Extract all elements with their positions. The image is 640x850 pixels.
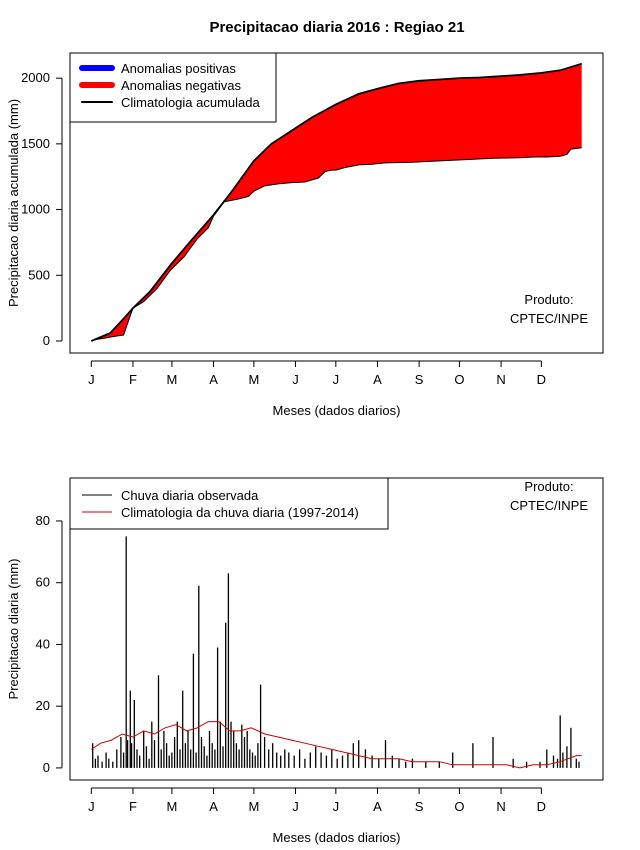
x-tick-label: F	[129, 799, 137, 814]
y-tick-label: 80	[36, 513, 50, 528]
x-tick-label: J	[292, 799, 299, 814]
x-tick-label: J	[88, 372, 95, 387]
y-tick-label: 1000	[21, 202, 50, 217]
x-tick-label: A	[373, 799, 382, 814]
x-tick-label: O	[454, 372, 464, 387]
x-tick-label: F	[129, 372, 137, 387]
legend-entry: Anomalias negativas	[121, 78, 241, 93]
legend-entry: Climatologia acumulada	[121, 95, 261, 110]
y-tick-label: 40	[36, 636, 50, 651]
legend-entry: Chuva diaria observada	[121, 488, 259, 503]
y-tick-label: 2000	[21, 70, 50, 85]
legend: Chuva diaria observada Climatologia da ch…	[69, 477, 389, 530]
x-tick-label: N	[496, 372, 505, 387]
x-tick-label: M	[167, 372, 178, 387]
x-tick-label: J	[292, 372, 299, 387]
x-tick-label: S	[415, 799, 424, 814]
x-tick-label: D	[537, 372, 546, 387]
negative-anomaly-area	[91, 63, 582, 341]
legend-box	[69, 477, 389, 530]
y-tick-label: 500	[28, 267, 50, 282]
annotation-line: CPTEC/INPE	[510, 498, 588, 513]
x-axis-label: Meses (dados diarios)	[273, 830, 401, 845]
annotation-line: Produto:	[524, 292, 573, 307]
legend: Anomalias positivas Anomalias negativas Cl…	[69, 52, 277, 123]
legend-entry: Anomalias positivas	[121, 61, 236, 76]
y-tick-label: 0	[43, 333, 50, 348]
daily-climatology-line	[91, 721, 582, 769]
chart-title: Precipitacao diaria 2016 : Regiao 21	[209, 19, 464, 36]
observed-accumulated-line	[91, 147, 582, 342]
x-tick-label: J	[88, 799, 95, 814]
x-axis-label: Meses (dados diarios)	[273, 403, 401, 418]
x-tick-label: M	[248, 372, 259, 387]
y-axis-label: Precipitacao diaria acumulada (mm)	[6, 99, 21, 307]
y-tick-label: 20	[36, 698, 50, 713]
x-tick-label: N	[496, 799, 505, 814]
plot-frame	[69, 52, 604, 354]
x-tick-label: A	[209, 372, 218, 387]
x-tick-label: J	[333, 799, 340, 814]
x-tick-label: M	[167, 799, 178, 814]
annotation-line: CPTEC/INPE	[510, 311, 588, 326]
x-tick-label: M	[248, 799, 259, 814]
y-tick-label: 0	[43, 760, 50, 775]
x-tick-label: J	[333, 372, 340, 387]
y-tick-label: 1500	[21, 136, 50, 151]
x-tick-label: S	[415, 372, 424, 387]
x-tick-label: A	[373, 372, 382, 387]
x-tick-label: A	[209, 799, 218, 814]
accumulated-panel: 0 500 1000 1500 2000 J F M A M J J A S O N D Meses (dados…	[6, 52, 604, 418]
x-tick-label: D	[537, 799, 546, 814]
legend-entry: Climatologia da chuva diaria (1997-2014)	[121, 505, 359, 520]
annotation-line: Produto:	[524, 479, 573, 494]
y-tick-label: 60	[36, 575, 50, 590]
climatology-accumulated-line	[90, 62, 582, 342]
y-axis-label: Precipitacao diaria (mm)	[6, 559, 21, 700]
daily-panel: 0 20 40 60 80 J F M A M J J A S O N D Meses (dados diario…	[6, 477, 604, 845]
x-tick-label: O	[454, 799, 464, 814]
